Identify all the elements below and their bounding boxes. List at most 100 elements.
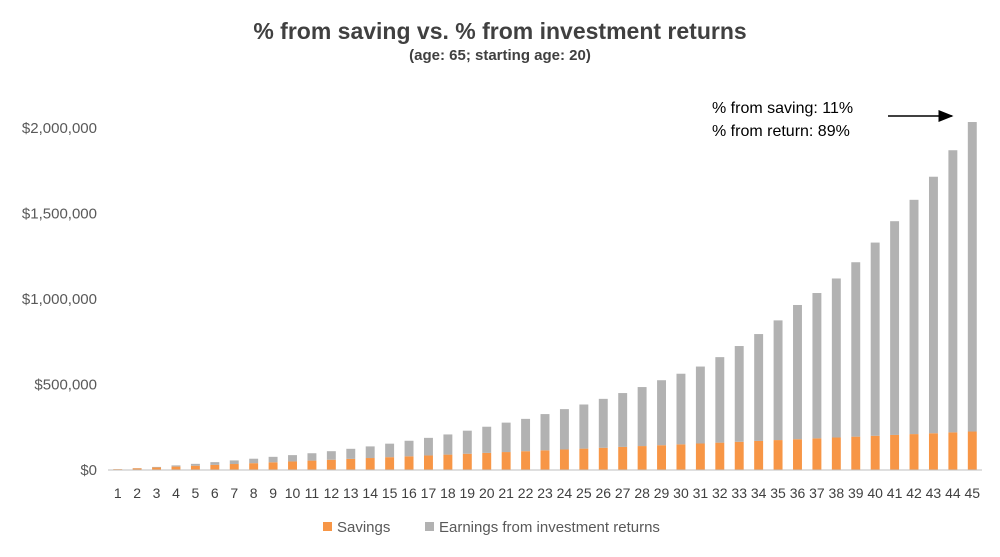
bar-savings	[346, 458, 356, 470]
bar-savings	[754, 440, 764, 470]
bar-earnings	[423, 437, 433, 456]
bar-savings	[443, 454, 453, 470]
bar-earnings	[443, 434, 453, 455]
legend-label-savings: Savings	[337, 519, 390, 536]
y-tick-label: $1,000,000	[22, 291, 97, 308]
bar-earnings	[967, 122, 977, 432]
bar-earnings	[579, 404, 589, 449]
legend-swatch-savings	[323, 522, 332, 531]
x-tick-label: 18	[440, 485, 456, 501]
bar-earnings	[288, 455, 297, 462]
x-tick-label: 2	[133, 485, 141, 501]
x-tick-label: 37	[809, 485, 825, 501]
x-tick-label: 29	[654, 485, 670, 501]
bar-earnings	[365, 446, 375, 459]
y-tick-label: $500,000	[34, 377, 97, 394]
bar-savings	[637, 446, 647, 470]
bar-savings	[521, 451, 531, 470]
bar-earnings	[385, 443, 395, 458]
bar-earnings	[657, 380, 667, 446]
bar-savings	[734, 441, 744, 470]
x-tick-label: 39	[848, 485, 864, 501]
x-tick-label: 26	[595, 485, 611, 501]
bar-earnings	[559, 409, 569, 450]
bar-savings	[404, 456, 414, 470]
bar-earnings	[715, 357, 725, 443]
bar-earnings	[521, 418, 531, 452]
legend: Savings Earnings from investment returns	[323, 519, 660, 536]
bar-earnings	[598, 398, 608, 448]
bar-savings	[909, 434, 919, 470]
bar-savings	[249, 463, 259, 470]
bar-earnings	[734, 346, 744, 442]
bar-savings	[152, 467, 162, 470]
bar-earnings	[637, 387, 647, 447]
x-tick-label: 38	[829, 485, 845, 501]
bar-savings	[948, 432, 958, 470]
x-tick-label: 34	[751, 485, 767, 501]
x-tick-label: 23	[537, 485, 553, 501]
bar-earnings	[890, 221, 900, 435]
x-tick-label: 27	[615, 485, 631, 501]
x-tick-label: 16	[401, 485, 417, 501]
bar-savings	[831, 437, 841, 470]
bar-savings	[171, 466, 181, 470]
bar-savings	[870, 435, 880, 470]
legend-swatch-earnings	[425, 522, 434, 531]
chart-subtitle: (age: 65; starting age: 20)	[409, 47, 591, 64]
x-tick-label: 8	[250, 485, 258, 501]
x-tick-label: 31	[693, 485, 709, 501]
bar-savings	[579, 448, 589, 470]
bar-savings	[618, 446, 628, 470]
bar-savings	[598, 447, 608, 470]
bar-savings	[967, 431, 977, 470]
bar-savings	[229, 464, 239, 470]
x-tick-label: 9	[269, 485, 277, 501]
bar-savings	[462, 453, 472, 470]
legend-label-earnings: Earnings from investment returns	[439, 519, 660, 536]
x-tick-label: 42	[906, 485, 922, 501]
x-tick-label: 6	[211, 485, 219, 501]
bar-savings	[928, 433, 938, 470]
bar-savings	[482, 452, 492, 470]
x-tick-label: 21	[498, 485, 514, 501]
x-tick-label: 43	[926, 485, 942, 501]
x-axis: 1 2 3 4 5 6 7 8 9 10 11 12 13 14 15 16 17 18 19 20 21 22 23 24 2…	[114, 485, 980, 501]
y-tick-label: $2,000,000	[22, 120, 97, 137]
bar-earnings	[152, 466, 162, 468]
bar-earnings	[462, 430, 472, 454]
x-tick-label: 12	[324, 485, 340, 501]
x-tick-label: 3	[153, 485, 161, 501]
bar-earnings	[307, 453, 317, 461]
bar-savings	[657, 445, 667, 470]
x-tick-label: 14	[362, 485, 378, 501]
bar-earnings	[870, 242, 880, 436]
x-tick-label: 4	[172, 485, 180, 501]
bar-earnings	[404, 440, 414, 457]
y-axis: $0 $500,000 $1,000,000 $1,500,000 $2,000,000	[22, 120, 97, 479]
bar-earnings	[812, 293, 822, 439]
chart-title: % from saving vs. % from investment retu…	[253, 18, 747, 44]
bar-savings	[501, 452, 511, 470]
bar-savings	[695, 443, 705, 470]
x-tick-label: 17	[421, 485, 437, 501]
bar-earnings	[249, 458, 259, 464]
bar-savings	[190, 465, 200, 470]
x-tick-label: 20	[479, 485, 495, 501]
bar-earnings	[676, 373, 686, 445]
bar-savings	[210, 464, 220, 470]
x-tick-label: 7	[230, 485, 238, 501]
bar-earnings	[171, 465, 181, 467]
x-tick-label: 11	[305, 485, 320, 501]
bar-earnings	[501, 422, 511, 453]
bar-savings	[793, 439, 802, 470]
bar-earnings	[928, 176, 938, 434]
annotation-saving: % from saving: 11%	[712, 100, 853, 117]
x-tick-label: 41	[887, 485, 903, 501]
bar-earnings	[754, 334, 764, 441]
x-tick-label: 30	[673, 485, 689, 501]
y-tick-label: $0	[80, 462, 97, 479]
x-tick-label: 5	[192, 485, 200, 501]
x-tick-label: 10	[285, 485, 301, 501]
